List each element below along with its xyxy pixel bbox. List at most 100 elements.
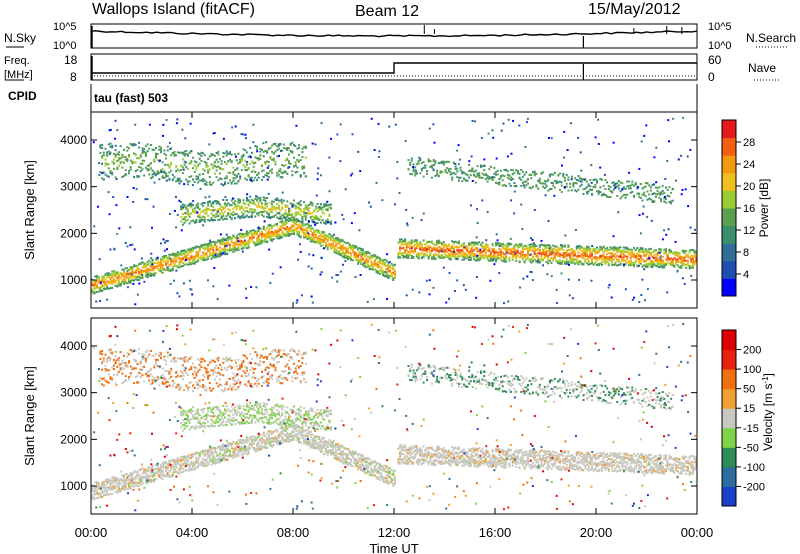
- power-cell: [212, 250, 215, 253]
- power-cell: [138, 175, 141, 178]
- power-cell: [299, 208, 302, 210]
- power-cell: [138, 271, 141, 273]
- power-cell: [232, 177, 235, 180]
- power-cell: [254, 156, 257, 159]
- power-cell: [271, 144, 274, 147]
- power-cell: [227, 160, 230, 163]
- power-cell: [397, 241, 400, 244]
- power-cell: [309, 239, 312, 241]
- power-cell: [264, 207, 267, 210]
- power-cell: [515, 252, 518, 255]
- power-cell: [442, 249, 445, 252]
- power-cell: [128, 276, 130, 279]
- power-cell: [540, 252, 543, 255]
- power-cell: [185, 153, 188, 156]
- power-cell: [639, 196, 642, 199]
- power-cell: [217, 239, 220, 242]
- power-cell: [649, 265, 652, 268]
- power-cell: [249, 201, 252, 204]
- power-cell: [252, 169, 255, 172]
- power-cell: [139, 269, 142, 272]
- power-cell: [414, 243, 417, 246]
- power-cell: [217, 252, 220, 255]
- power-cell: [286, 226, 289, 228]
- power-cell: [262, 227, 265, 230]
- power-cell: [141, 261, 144, 264]
- power-cell: [319, 238, 322, 241]
- power-cell: [559, 188, 561, 191]
- power-cell: [304, 147, 307, 150]
- power-cell: [279, 200, 282, 203]
- power-cell: [155, 262, 157, 265]
- power-cell: [247, 167, 250, 170]
- power-cell: [404, 240, 407, 243]
- power-cell: [412, 166, 415, 168]
- power-cell: [232, 173, 235, 176]
- power-cell: [91, 290, 93, 293]
- power-cell: [644, 248, 647, 251]
- power-cell: [181, 166, 184, 169]
- power-cell: [264, 149, 267, 152]
- power-cell: [638, 195, 641, 198]
- power-cell: [303, 212, 306, 214]
- power-cell: [266, 211, 269, 214]
- power-cell: [575, 261, 578, 264]
- power-cell: [104, 158, 107, 161]
- power-cell: [491, 179, 494, 182]
- power-cell: [370, 257, 373, 260]
- power-cell: [617, 249, 620, 252]
- power-cell: [675, 254, 678, 257]
- power-cell: [365, 252, 368, 255]
- power-cell: [434, 161, 437, 164]
- power-cell: [510, 169, 513, 171]
- power-cell: [353, 244, 356, 247]
- power-cell: [109, 287, 112, 290]
- power-cell: [269, 146, 272, 149]
- power-cell: [220, 183, 223, 186]
- power-cell: [577, 251, 580, 254]
- power-cell: [256, 157, 258, 160]
- power-cell: [433, 164, 436, 167]
- power-cell: [195, 166, 198, 169]
- power-cell: [521, 248, 524, 251]
- power-cell: [633, 263, 635, 266]
- power-cell: [695, 260, 698, 263]
- power-cell: [680, 262, 683, 265]
- power-cell: [215, 152, 218, 154]
- power-cell: [131, 160, 134, 163]
- power-cell: [557, 252, 560, 255]
- power-cell: [217, 214, 220, 217]
- power-cell: [611, 247, 614, 250]
- power-cell: [631, 254, 634, 257]
- power-cell: [616, 264, 619, 267]
- power-cell: [399, 256, 401, 259]
- power-cell: [198, 257, 201, 259]
- power-cell: [559, 262, 561, 265]
- power-cell: [335, 239, 338, 242]
- power-cell: [245, 214, 248, 217]
- power-cell: [516, 172, 519, 175]
- power-cell: [631, 183, 634, 186]
- power-cell: [240, 205, 243, 208]
- power-cell: [212, 241, 215, 244]
- power-cell: [230, 204, 233, 207]
- power-cell: [262, 210, 265, 213]
- power-cell: [486, 256, 489, 259]
- power-cell: [111, 273, 114, 276]
- power-cell: [577, 175, 580, 178]
- power-cell: [102, 275, 105, 278]
- power-cell: [129, 168, 132, 171]
- power-cell: [591, 258, 593, 261]
- power-cell: [212, 214, 215, 217]
- power-cell: [328, 213, 331, 216]
- power-cell: [617, 260, 620, 263]
- power-cell: [104, 164, 107, 167]
- power-cell: [294, 227, 297, 230]
- power-cell: [481, 241, 484, 244]
- power-cell: [207, 244, 210, 247]
- power-cell: [271, 216, 274, 219]
- power-cell: [202, 178, 205, 181]
- power-cell: [186, 213, 189, 216]
- power-cell: [202, 246, 205, 249]
- power-cell: [138, 157, 141, 160]
